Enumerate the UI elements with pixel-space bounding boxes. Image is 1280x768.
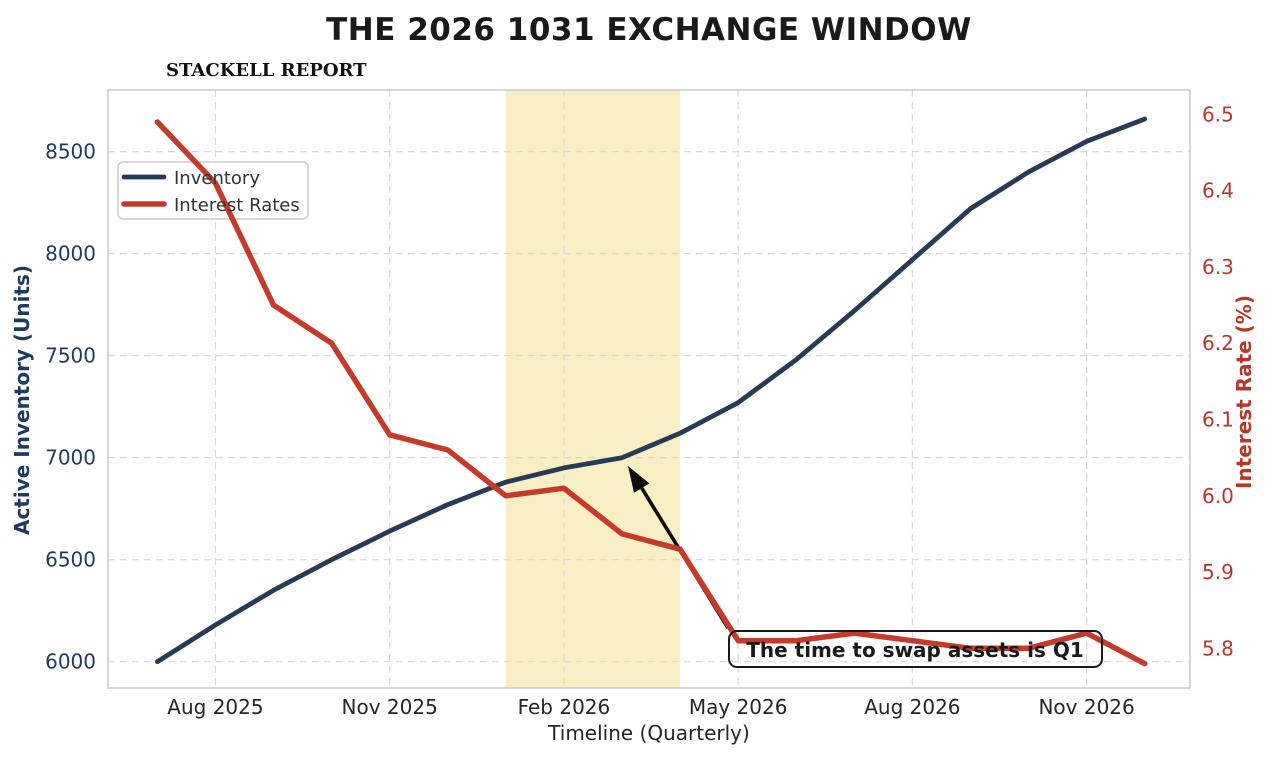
y-right-tick-label: 5.8 xyxy=(1202,636,1234,660)
y-right-tick-label: 6.5 xyxy=(1202,102,1234,126)
annotation-label: The time to swap assets is Q1 xyxy=(746,638,1084,662)
x-tick-label: Aug 2025 xyxy=(167,695,263,719)
x-tick-label: May 2026 xyxy=(689,695,788,719)
chart-subtitle: STACKELL REPORT xyxy=(166,60,367,81)
y-left-tick-label: 6000 xyxy=(45,650,96,674)
y-right-tick-label: 5.9 xyxy=(1202,560,1234,584)
y-right-tick-label: 6.1 xyxy=(1202,408,1234,432)
inventory-line xyxy=(154,116,1148,665)
legend-item-interest-rates[interactable]: Interest Rates xyxy=(174,195,300,216)
y-left-tick-label: 7500 xyxy=(45,344,96,368)
legend-item-inventory[interactable]: Inventory xyxy=(174,168,260,189)
y-right-tick-label: 6.0 xyxy=(1202,484,1234,508)
x-tick-label: Feb 2026 xyxy=(518,695,611,719)
interest-rates-line xyxy=(154,119,1148,667)
annotation-box xyxy=(728,630,1103,668)
y-right-tick-label: 6.4 xyxy=(1202,179,1234,203)
q1-2026-highlight-band xyxy=(505,90,681,688)
x-tick-label: Nov 2026 xyxy=(1038,695,1134,719)
x-tick-label: Aug 2026 xyxy=(864,695,960,719)
legend: Inventory Interest Rates xyxy=(121,168,300,216)
x-axis-title: Timeline (Quarterly) xyxy=(547,721,750,745)
highlight-band-layer xyxy=(505,90,681,688)
left-y-axis-title: Active Inventory (Units) xyxy=(10,265,34,535)
y-right-tick-label: 6.2 xyxy=(1202,331,1234,355)
interest-rates-series-layer xyxy=(154,119,1148,667)
right-y-axis-title: Interest Rate (%) xyxy=(1232,295,1256,489)
y-left-tick-label: 8000 xyxy=(45,242,96,266)
y-left-tick-label: 7000 xyxy=(45,446,96,470)
tick-label-layer: 6000 6500 7000 7500 8000 8500 5.8 5.9 6.0 6.1 6.2 6… xyxy=(45,102,1234,719)
y-left-tick-label: 6500 xyxy=(45,548,96,572)
inventory-series-layer xyxy=(154,116,1148,665)
chart-title: THE 2026 1031 EXCHANGE WINDOW xyxy=(326,12,972,48)
plot-border xyxy=(107,89,1191,689)
annotation-arrowhead-icon xyxy=(628,466,650,493)
y-left-tick-label: 8500 xyxy=(45,140,96,164)
y-right-tick-label: 6.3 xyxy=(1202,255,1234,279)
x-tick-label: Nov 2025 xyxy=(342,695,438,719)
